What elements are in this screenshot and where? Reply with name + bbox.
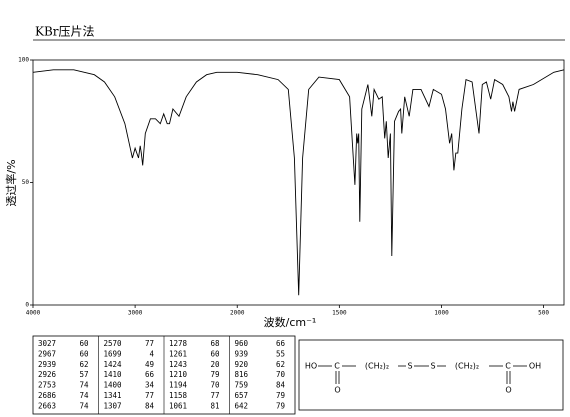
peak-wavenumber: 939 [235, 349, 249, 358]
peak-transmittance: 34 [145, 381, 155, 390]
structure-frame [298, 339, 564, 411]
peak-transmittance: 74 [79, 391, 89, 400]
peak-wavenumber: 1424 [104, 360, 123, 369]
peak-wavenumber: 1261 [169, 349, 187, 358]
plot-frame [32, 59, 565, 306]
peak-wavenumber: 960 [235, 339, 249, 348]
peak-wavenumber: 2753 [38, 381, 56, 390]
peak-transmittance: 20 [210, 360, 220, 369]
peak-transmittance: 79 [276, 401, 285, 410]
peak-transmittance: 57 [79, 370, 88, 379]
peak-wavenumber: 759 [235, 381, 249, 390]
peak-transmittance: 77 [145, 391, 154, 400]
peak-wavenumber: 2663 [38, 401, 56, 410]
peak-transmittance: 74 [79, 381, 89, 390]
structure-atom: C [505, 362, 511, 371]
peak-wavenumber: 1061 [169, 401, 187, 410]
peak-transmittance: 60 [210, 349, 220, 358]
peak-wavenumber: 657 [235, 391, 249, 400]
peak-wavenumber: 1400 [104, 381, 123, 390]
y-axis-label: 透过率/% [4, 159, 18, 206]
peak-transmittance: 55 [276, 349, 285, 358]
x-axis-label: 波数/cm⁻¹ [264, 316, 317, 329]
peak-transmittance: 77 [145, 339, 154, 348]
peak-wavenumber: 2570 [104, 339, 123, 348]
structure-atom: (CH₂)₂ [455, 362, 479, 371]
x-tick-label: 500 [538, 310, 549, 317]
peak-transmittance: 60 [79, 349, 89, 358]
peak-transmittance: 81 [210, 401, 219, 410]
peak-wavenumber: 2967 [38, 349, 56, 358]
peak-transmittance: 70 [276, 370, 286, 379]
peak-wavenumber: 1341 [104, 391, 122, 400]
peak-transmittance: 77 [210, 391, 219, 400]
peak-wavenumber: 1278 [169, 339, 188, 348]
y-tick-label: 0 [25, 302, 29, 309]
peak-transmittance: 60 [79, 339, 89, 348]
x-tick-label: 4000 [26, 310, 41, 317]
peak-transmittance: 66 [276, 339, 286, 348]
peak-transmittance: 79 [276, 391, 285, 400]
x-tick-label: 1000 [434, 310, 449, 317]
peak-wavenumber: 1194 [169, 381, 188, 390]
spectrum-line [32, 69, 565, 296]
peak-transmittance: 4 [149, 349, 154, 358]
peak-wavenumber: 3027 [38, 339, 56, 348]
peak-wavenumber: 2686 [38, 391, 57, 400]
structure-atom: (CH₂)₂ [365, 362, 389, 371]
peak-wavenumber: 2939 [38, 360, 56, 369]
x-tick-label: 2000 [230, 310, 245, 317]
peak-wavenumber: 816 [235, 370, 249, 379]
peak-transmittance: 84 [276, 381, 286, 390]
peak-wavenumber: 1243 [169, 360, 187, 369]
peak-transmittance: 49 [145, 360, 154, 369]
x-tick-label: 1500 [332, 310, 347, 317]
peak-transmittance: 79 [210, 370, 219, 379]
chart-title: KBr压片法 [35, 25, 95, 39]
peak-transmittance: 68 [210, 339, 220, 348]
peak-transmittance: 74 [79, 401, 89, 410]
structure-atom: OH [529, 362, 541, 371]
peak-wavenumber: 1210 [169, 370, 188, 379]
peak-wavenumber: 920 [235, 360, 249, 369]
peak-wavenumber: 1158 [169, 391, 188, 400]
y-tick-label: 50 [22, 179, 30, 186]
structure-oxygen: O [505, 386, 511, 395]
structure-atom: S [430, 362, 435, 371]
structure-bonds [318, 365, 527, 384]
peak-transmittance: 62 [276, 360, 285, 369]
peak-transmittance: 70 [210, 381, 220, 390]
peak-transmittance: 62 [79, 360, 88, 369]
structure-atom: HO [305, 362, 317, 371]
structure-oxygen: O [334, 386, 340, 395]
structure-atom: S [407, 362, 412, 371]
structure-atom: C [334, 362, 340, 371]
peak-wavenumber: 1699 [104, 349, 122, 358]
peak-wavenumber: 2926 [38, 370, 57, 379]
x-tick-label: 3000 [128, 310, 143, 317]
peak-wavenumber: 1307 [104, 401, 122, 410]
peak-transmittance: 66 [145, 370, 155, 379]
peak-wavenumber: 1410 [104, 370, 123, 379]
peak-transmittance: 84 [145, 401, 155, 410]
peak-wavenumber: 642 [235, 401, 249, 410]
y-tick-label: 100 [18, 57, 29, 64]
